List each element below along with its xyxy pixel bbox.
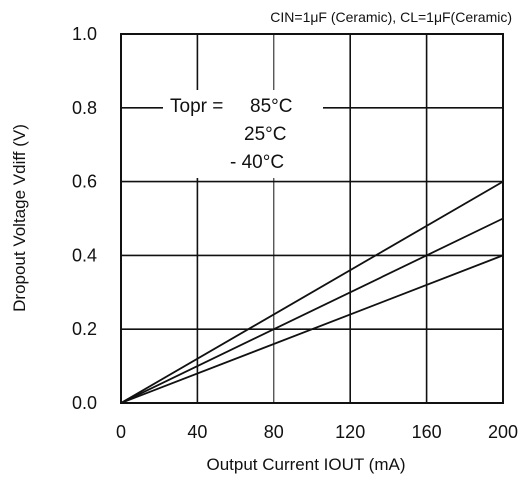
plot-background bbox=[121, 34, 503, 403]
x-tick-label-160: 160 bbox=[412, 422, 442, 442]
x-tick-label-0: 0 bbox=[116, 422, 126, 442]
legend-entry-25c: 25°C bbox=[244, 124, 286, 145]
x-tick-label-40: 40 bbox=[187, 422, 207, 442]
legend-entry-85c: 85°C bbox=[250, 96, 292, 117]
y-tick-label-1.0: 1.0 bbox=[72, 24, 97, 44]
y-tick-label-0.0: 0.0 bbox=[72, 393, 97, 413]
y-tick-label-0.8: 0.8 bbox=[72, 98, 97, 118]
series-line-1 bbox=[120, 217, 504, 404]
x-tick-label-80: 80 bbox=[264, 422, 284, 442]
y-axis-label: Dropout Voltage Vdiff (V) bbox=[10, 124, 29, 312]
series-lines bbox=[120, 180, 504, 404]
x-tick-label-200: 200 bbox=[488, 422, 518, 442]
series-line-2 bbox=[120, 254, 504, 404]
y-tick-label-0.6: 0.6 bbox=[72, 172, 97, 192]
y-tick-labels: 0.0 0.2 0.4 0.6 0.8 1.0 bbox=[72, 24, 97, 413]
x-tick-labels: 0 40 80 120 160 200 bbox=[116, 422, 518, 442]
legend-title: Topr = bbox=[170, 96, 223, 117]
test-conditions: CIN=1μF (Ceramic), CL=1μF(Ceramic) bbox=[270, 9, 512, 25]
y-tick-label-0.4: 0.4 bbox=[72, 245, 97, 265]
series-line-0 bbox=[120, 180, 504, 404]
x-tick-label-120: 120 bbox=[335, 422, 365, 442]
x-axis-label: Output Current IOUT (mA) bbox=[206, 455, 405, 474]
legend-background bbox=[163, 90, 323, 178]
plot-border bbox=[120, 33, 504, 404]
y-tick-label-0.2: 0.2 bbox=[72, 319, 97, 339]
legend-entry-minus40c: - 40°C bbox=[230, 152, 284, 173]
